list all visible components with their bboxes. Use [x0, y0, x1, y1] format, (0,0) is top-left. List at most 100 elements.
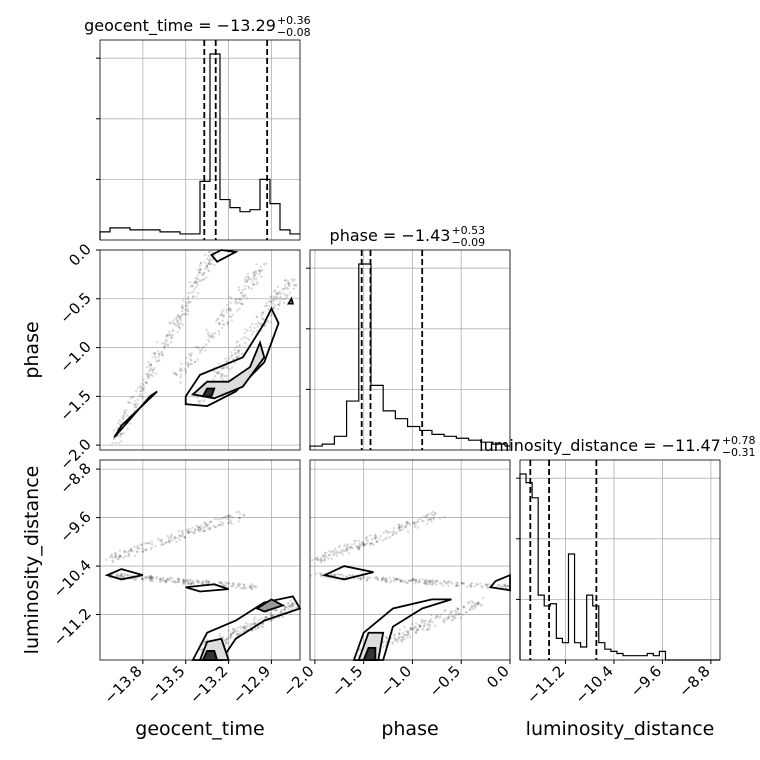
- sample-point: [415, 628, 419, 632]
- sample-point: [187, 352, 191, 356]
- sample-point: [237, 351, 240, 355]
- sample-point: [398, 526, 401, 529]
- sample-point: [223, 374, 227, 378]
- sample-point: [193, 288, 196, 291]
- sample-point: [109, 556, 112, 559]
- sample-point: [128, 574, 131, 577]
- sample-point: [218, 580, 222, 583]
- sample-point: [154, 545, 157, 548]
- y-axis-label-phase: phase: [21, 321, 43, 378]
- sample-point: [143, 548, 146, 552]
- sample-point: [144, 548, 148, 552]
- sample-point: [330, 551, 333, 554]
- sample-point: [399, 528, 402, 532]
- sample-point: [150, 576, 153, 579]
- sample-point: [396, 577, 400, 581]
- sample-point: [196, 358, 200, 361]
- sample-point: [238, 631, 242, 634]
- y-tick-label: 0.0: [65, 240, 95, 270]
- sample-point: [394, 639, 397, 643]
- sample-point: [456, 613, 460, 616]
- sample-point: [244, 627, 247, 630]
- sample-point: [328, 553, 331, 557]
- sample-point: [140, 543, 143, 546]
- sample-point: [140, 577, 144, 581]
- sample-point: [269, 321, 272, 324]
- sample-point: [197, 270, 201, 274]
- sample-point: [239, 625, 242, 628]
- sample-point: [287, 605, 291, 608]
- sample-point: [208, 528, 211, 531]
- sample-point: [218, 323, 221, 326]
- sample-point: [201, 347, 204, 350]
- sample-point: [191, 581, 195, 584]
- sample-point: [292, 283, 296, 287]
- sample-point: [385, 577, 388, 580]
- sample-point: [290, 278, 294, 281]
- sample-point: [433, 511, 437, 515]
- sample-point: [228, 295, 231, 299]
- sample-point: [163, 341, 166, 344]
- contour-mid: [190, 339, 266, 400]
- sample-point: [428, 623, 432, 627]
- sample-point: [207, 334, 211, 338]
- sample-point: [230, 634, 233, 637]
- sample-point: [127, 552, 131, 556]
- x-tick-label: −13.2: [186, 662, 231, 707]
- sample-point: [247, 276, 250, 279]
- sample-point: [196, 396, 199, 399]
- sample-point: [476, 583, 480, 586]
- sample-point: [275, 298, 278, 301]
- sample-point: [131, 549, 134, 553]
- sample-point: [149, 576, 153, 579]
- sample-point: [476, 601, 480, 605]
- sample-point: [191, 285, 195, 288]
- sample-point: [250, 583, 253, 586]
- sample-point: [186, 580, 190, 583]
- sample-point: [389, 579, 393, 582]
- sample-point: [159, 580, 162, 583]
- sample-point: [162, 579, 165, 582]
- sample-point: [184, 580, 188, 583]
- sample-point: [160, 543, 163, 547]
- sample-point: [412, 521, 415, 525]
- sample-point: [147, 370, 151, 373]
- sample-point: [167, 536, 170, 539]
- sample-point: [366, 542, 369, 545]
- sample-point: [253, 621, 256, 624]
- sample-point: [230, 633, 233, 637]
- sample-point: [231, 628, 235, 631]
- sample-point: [345, 549, 348, 552]
- sample-point: [216, 371, 219, 374]
- sample-point: [327, 557, 330, 560]
- sample-point: [155, 577, 158, 581]
- sample-point: [177, 580, 180, 584]
- sample-point: [451, 614, 455, 618]
- sample-point: [232, 357, 235, 361]
- sample-point: [135, 402, 139, 406]
- sample-point: [195, 579, 198, 582]
- sample-point: [454, 612, 457, 615]
- sample-point: [229, 520, 233, 523]
- sample-point: [240, 291, 244, 295]
- sample-point: [481, 596, 485, 600]
- sample-point: [239, 517, 242, 520]
- sample-point: [146, 372, 150, 376]
- histogram-luminosity_distance: [519, 473, 720, 661]
- sample-point: [138, 385, 142, 388]
- sample-point: [232, 583, 235, 587]
- sample-point: [151, 580, 154, 583]
- sample-point: [272, 290, 276, 293]
- sample-point: [429, 619, 432, 622]
- sample-point: [145, 576, 148, 579]
- sample-point: [149, 364, 153, 367]
- sample-point: [188, 527, 191, 531]
- sample-point: [248, 625, 251, 628]
- sample-point: [208, 340, 211, 343]
- sample-point: [216, 372, 220, 375]
- sample-point: [260, 313, 263, 317]
- sample-point: [160, 538, 164, 541]
- sample-point: [287, 284, 291, 287]
- sample-point: [189, 582, 193, 586]
- sample-point: [230, 319, 233, 322]
